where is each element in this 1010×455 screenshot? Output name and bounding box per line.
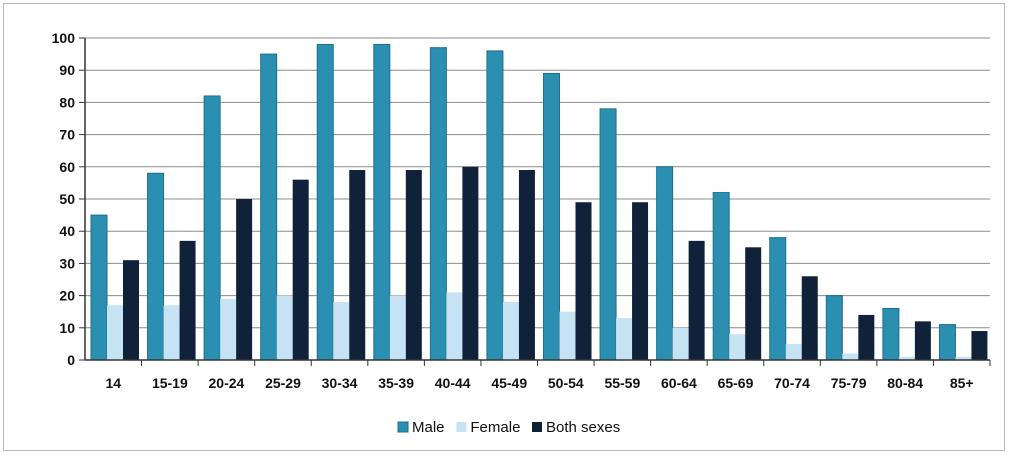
bar-both-sexes-70-74 xyxy=(801,276,818,360)
legend-swatch-both-sexes xyxy=(532,422,542,432)
bar-male-45-49 xyxy=(486,50,504,361)
y-tick-label-10: 10 xyxy=(59,320,75,336)
y-tick-label-100: 100 xyxy=(52,30,76,46)
x-tick-label-35-39: 35-39 xyxy=(378,375,414,391)
bar-female-85+ xyxy=(955,356,972,360)
bar-both-sexes-50-54 xyxy=(575,202,592,360)
bar-both-sexes-65-69 xyxy=(745,247,762,360)
y-tick-label-90: 90 xyxy=(59,62,75,78)
y-tick-label-70: 70 xyxy=(59,127,75,143)
bar-female-65-69 xyxy=(729,334,746,360)
bar-female-50-54 xyxy=(559,311,576,360)
bar-male-14 xyxy=(90,214,108,361)
x-tick-label-65-69: 65-69 xyxy=(718,375,754,391)
bar-male-35-39 xyxy=(373,43,391,361)
y-tick-label-0: 0 xyxy=(67,352,75,368)
bar-male-55-59 xyxy=(599,108,617,361)
x-tick-label-14: 14 xyxy=(105,375,121,391)
bar-male-50-54 xyxy=(543,72,560,361)
y-tick-label-50: 50 xyxy=(59,191,75,207)
x-tick-label-85+: 85+ xyxy=(950,375,974,391)
bar-both-sexes-45-49 xyxy=(518,170,535,360)
bar-both-sexes-14 xyxy=(123,260,139,360)
x-tick-label-20-24: 20-24 xyxy=(209,375,245,391)
bar-both-sexes-80-84 xyxy=(914,321,931,360)
bar-female-35-39 xyxy=(389,295,406,360)
y-tick-label-40: 40 xyxy=(59,223,75,239)
x-tick-label-50-54: 50-54 xyxy=(548,375,584,391)
legend-swatch-female xyxy=(456,422,467,432)
bar-female-75-79 xyxy=(842,353,859,360)
legend-swatch-male xyxy=(397,421,409,433)
bar-female-80-84 xyxy=(898,356,915,360)
bar-male-85+ xyxy=(938,324,956,361)
bar-male-20-24 xyxy=(203,95,221,361)
y-tick-label-60: 60 xyxy=(59,159,75,175)
bar-male-25-29 xyxy=(260,53,278,361)
bar-male-40-44 xyxy=(429,47,447,361)
x-tick-label-60-64: 60-64 xyxy=(661,375,697,391)
bar-both-sexes-30-34 xyxy=(349,170,366,360)
bar-both-sexes-35-39 xyxy=(405,170,422,360)
y-tick-label-80: 80 xyxy=(59,94,75,110)
bar-male-70-74 xyxy=(769,237,787,361)
x-tick-label-25-29: 25-29 xyxy=(265,375,301,391)
x-tick-label-30-34: 30-34 xyxy=(322,375,358,391)
bar-female-15-19 xyxy=(163,305,180,360)
chart-frame: 0 10 20 30 40 50 60 70 80 90 100 14 15-19 20-24 25-29… xyxy=(3,3,1005,451)
x-tick-label-55-59: 55-59 xyxy=(604,375,640,391)
x-tick-label-80-84: 80-84 xyxy=(887,375,923,391)
legend-label-male: Male xyxy=(412,419,445,436)
legend: Male Female Both sexes xyxy=(397,419,620,436)
bar-female-20-24 xyxy=(220,298,237,360)
x-tick-label-75-79: 75-79 xyxy=(831,375,867,391)
bar-male-15-19 xyxy=(147,172,165,361)
bar-female-30-34 xyxy=(333,302,350,360)
y-tick-label-30: 30 xyxy=(59,255,75,271)
bar-both-sexes-75-79 xyxy=(858,314,875,360)
bar-female-25-29 xyxy=(276,295,293,360)
bar-male-65-69 xyxy=(712,192,730,361)
y-axis: 0 10 20 30 40 50 60 70 80 90 100 xyxy=(52,30,86,368)
bar-both-sexes-60-64 xyxy=(688,240,705,360)
x-tick-label-40-44: 40-44 xyxy=(435,375,471,391)
x-tick-label-15-19: 15-19 xyxy=(152,375,188,391)
y-tick-label-20: 20 xyxy=(59,288,75,304)
bar-male-75-79 xyxy=(825,295,843,361)
bar-both-sexes-85+ xyxy=(971,331,988,360)
x-tick-label-70-74: 70-74 xyxy=(774,375,810,391)
bar-female-60-64 xyxy=(672,327,689,360)
bar-female-45-49 xyxy=(502,302,519,360)
bar-female-14 xyxy=(107,305,123,360)
x-axis: 14 15-19 20-24 25-29 30-34 35-39 40-44 45-49 50-… xyxy=(85,359,991,391)
bar-female-70-74 xyxy=(785,343,802,360)
bar-both-sexes-40-44 xyxy=(462,166,479,360)
population-bar-chart: 0 10 20 30 40 50 60 70 80 90 100 14 15-19 20-24 25-29… xyxy=(52,30,991,436)
bar-both-sexes-15-19 xyxy=(179,240,196,360)
bar-female-55-59 xyxy=(616,318,633,360)
x-tick-label-45-49: 45-49 xyxy=(491,375,527,391)
bar-female-40-44 xyxy=(446,292,463,360)
bar-male-30-34 xyxy=(316,43,334,361)
bars xyxy=(90,43,988,361)
bar-both-sexes-25-29 xyxy=(292,179,309,360)
bar-male-60-64 xyxy=(656,166,674,361)
bar-male-80-84 xyxy=(882,307,900,361)
bar-both-sexes-55-59 xyxy=(632,202,649,360)
legend-label-female: Female xyxy=(470,419,520,436)
legend-label-both-sexes: Both sexes xyxy=(546,419,620,436)
bar-both-sexes-20-24 xyxy=(236,199,253,360)
